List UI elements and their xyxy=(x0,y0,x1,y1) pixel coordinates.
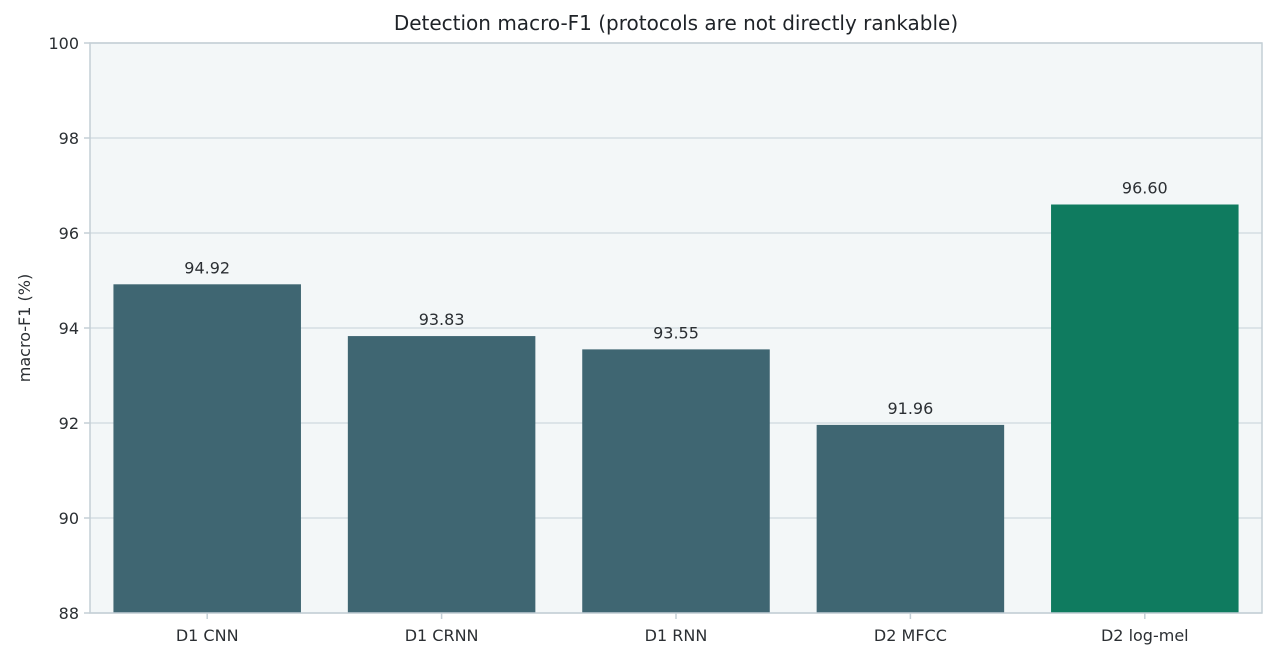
data-label: 93.55 xyxy=(653,323,699,342)
y-axis-ticks: 88 90 92 94 96 98 100 xyxy=(48,34,90,623)
bar xyxy=(816,424,1005,613)
x-tick-label: D2 log-mel xyxy=(1101,626,1189,645)
axis-spines xyxy=(89,42,1263,614)
x-tick-label: D1 CRNN xyxy=(405,626,479,645)
y-tick-label: 96 xyxy=(59,224,79,243)
y-tick-label: 98 xyxy=(59,129,79,148)
y-tick-label: 100 xyxy=(48,34,79,53)
y-tick-label: 90 xyxy=(59,509,79,528)
chart-title: Detection macro-F1 (protocols are not di… xyxy=(394,11,958,35)
y-tick-label: 88 xyxy=(59,604,79,623)
data-label: 94.92 xyxy=(184,258,230,277)
bars xyxy=(113,204,1239,613)
bar xyxy=(113,284,301,613)
data-label: 91.96 xyxy=(887,399,933,418)
data-label: 96.60 xyxy=(1122,179,1168,198)
y-tick-label: 94 xyxy=(59,319,79,338)
y-axis-label: macro-F1 (%) xyxy=(15,274,34,382)
bar xyxy=(1051,204,1239,613)
data-label: 93.83 xyxy=(419,310,465,329)
axes-frame xyxy=(89,42,1263,614)
data-labels: 94.92 93.83 93.55 91.96 96.60 xyxy=(184,179,1167,418)
bar xyxy=(582,349,770,613)
x-tick-label: D2 MFCC xyxy=(874,626,947,645)
x-tick-label: D1 RNN xyxy=(645,626,708,645)
x-axis-ticks: D1 CNN D1 CRNN D1 RNN D2 MFCC D2 log-mel xyxy=(176,613,1189,645)
bar xyxy=(347,336,536,613)
x-tick-label: D1 CNN xyxy=(176,626,239,645)
y-tick-label: 92 xyxy=(59,414,79,433)
